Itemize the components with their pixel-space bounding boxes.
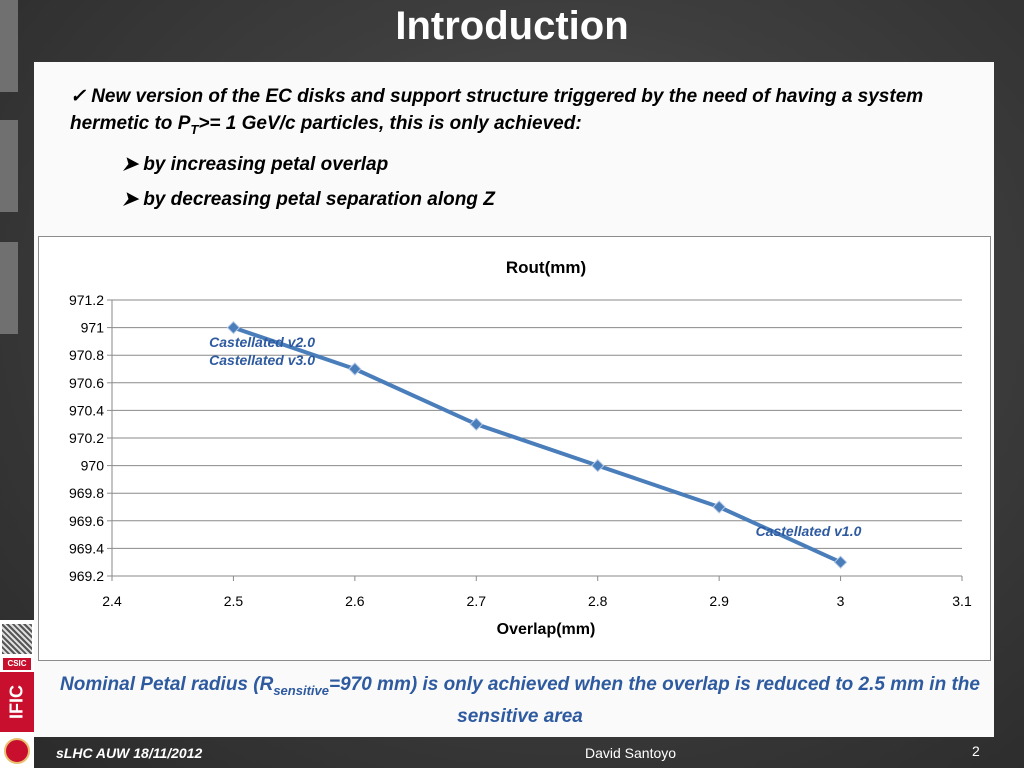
decorative-bar — [0, 242, 18, 334]
bullet-sub: ➤ by decreasing petal separation along Z — [122, 186, 1000, 213]
y-tick-label: 969.2 — [69, 568, 104, 584]
data-point — [713, 501, 725, 513]
ific-logo: IFIC — [0, 672, 34, 732]
slide-title: Introduction — [0, 4, 1024, 49]
note-subscript: sensitive — [273, 683, 329, 698]
y-tick-label: 969.6 — [69, 513, 104, 529]
arrow-bullet-icon: ➤ — [122, 189, 143, 210]
csic-label: CSIC — [3, 658, 31, 670]
x-tick-label: 2.5 — [224, 593, 244, 609]
bullet-list: ✓ New version of the EC disks and suppor… — [70, 83, 1000, 213]
bullet-sub-text: by increasing petal overlap — [143, 154, 388, 175]
bullet-sub: ➤ by increasing petal overlap — [122, 151, 1000, 178]
footer-left: sLHC AUW 18/11/2012 — [56, 741, 202, 768]
note-text: Nominal Petal radius (R — [60, 674, 273, 695]
page-number: 2 — [972, 741, 980, 768]
chart-title: Rout (mm) — [506, 258, 586, 277]
x-tick-label: 3.1 — [952, 593, 972, 609]
bullet-sub-text: by decreasing petal separation along Z — [143, 189, 495, 210]
y-tick-label: 970.6 — [69, 375, 104, 391]
y-tick-label: 969.8 — [69, 485, 104, 501]
conclusion-note: Nominal Petal radius (Rsensitive=970 mm)… — [60, 672, 980, 730]
x-tick-label: 2.4 — [102, 593, 122, 609]
series-line — [233, 328, 840, 563]
csic-logo — [2, 624, 32, 654]
chart-annotation: Castellated v2.0 — [209, 334, 315, 350]
x-tick-label: 3 — [837, 593, 845, 609]
data-point — [227, 322, 239, 334]
y-tick-label: 970.8 — [69, 347, 104, 363]
data-point — [592, 460, 604, 472]
seal-logo — [4, 738, 30, 764]
arrow-bullet-icon: ➤ — [122, 154, 143, 175]
footer-presenter: David Santoyo — [585, 741, 676, 768]
y-tick-label: 969.4 — [69, 540, 104, 556]
x-tick-label: 2.7 — [467, 593, 487, 609]
note-text-end: =970 mm) is only achieved when the overl… — [329, 674, 980, 727]
line-chart: 969.2 969.4 969.6 969.8 970 970.2 970.4 … — [39, 237, 990, 660]
data-point — [349, 363, 361, 375]
chart-annotation: Castellated v3.0 — [209, 352, 315, 368]
y-tick-label: 970 — [81, 458, 105, 474]
data-point — [835, 556, 847, 568]
x-axis-label: Overlap (mm) — [497, 621, 596, 638]
chart-annotation: Castellated v1.0 — [756, 523, 862, 539]
decorative-bar — [0, 120, 18, 212]
data-point — [470, 418, 482, 430]
y-tick-label: 970.4 — [69, 402, 104, 418]
checkmark-icon: ✓ — [70, 86, 91, 107]
x-tick-label: 2.9 — [709, 593, 729, 609]
bullet-main-text-end: >= 1 GeV/c particles, this is only achie… — [198, 113, 581, 134]
y-tick-label: 970.2 — [69, 430, 104, 446]
chart-container: 969.2 969.4 969.6 969.8 970 970.2 970.4 … — [38, 236, 991, 661]
y-tick-label: 971.2 — [69, 292, 104, 308]
bullet-main: ✓ New version of the EC disks and suppor… — [70, 83, 1000, 143]
x-tick-label: 2.6 — [345, 593, 365, 609]
y-tick-label: 971 — [81, 320, 105, 336]
x-tick-label: 2.8 — [588, 593, 608, 609]
